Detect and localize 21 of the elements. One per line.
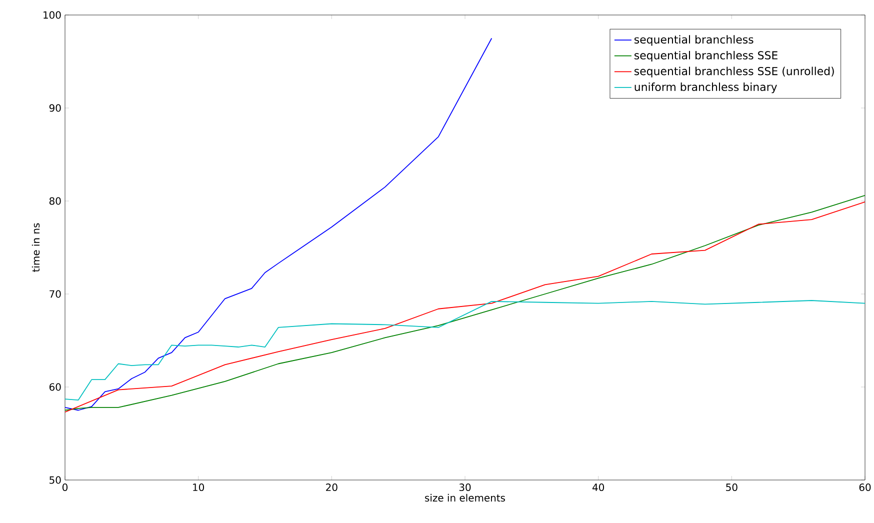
x-tick-label: 0 xyxy=(62,484,68,492)
line-series xyxy=(65,300,866,400)
y-tick-label: 70 xyxy=(50,290,61,298)
y-axis-title: time in ns xyxy=(32,223,40,272)
y-tick-label: 50 xyxy=(50,476,61,484)
legend-label: sequential branchless SSE xyxy=(634,50,778,62)
y-tick-label: 90 xyxy=(49,104,61,112)
x-axis-title: size in elements xyxy=(425,494,506,502)
legend-label: sequential branchless xyxy=(634,35,754,46)
legend-label: uniform branchless binary xyxy=(634,82,777,94)
x-tick-label: 40 xyxy=(592,484,604,492)
y-tick-label: 60 xyxy=(50,383,61,391)
x-tick-label: 10 xyxy=(193,484,204,492)
y-tick-label: 100 xyxy=(44,11,61,19)
line-series xyxy=(65,38,492,411)
x-tick-label: 60 xyxy=(859,484,871,492)
x-tick-label: 50 xyxy=(726,484,738,492)
legend-label: sequential branchless SSE (unrolled) xyxy=(634,66,834,78)
x-tick-label: 20 xyxy=(326,484,338,492)
x-tick-label: 30 xyxy=(459,484,471,492)
y-tick-label: 80 xyxy=(49,197,61,205)
